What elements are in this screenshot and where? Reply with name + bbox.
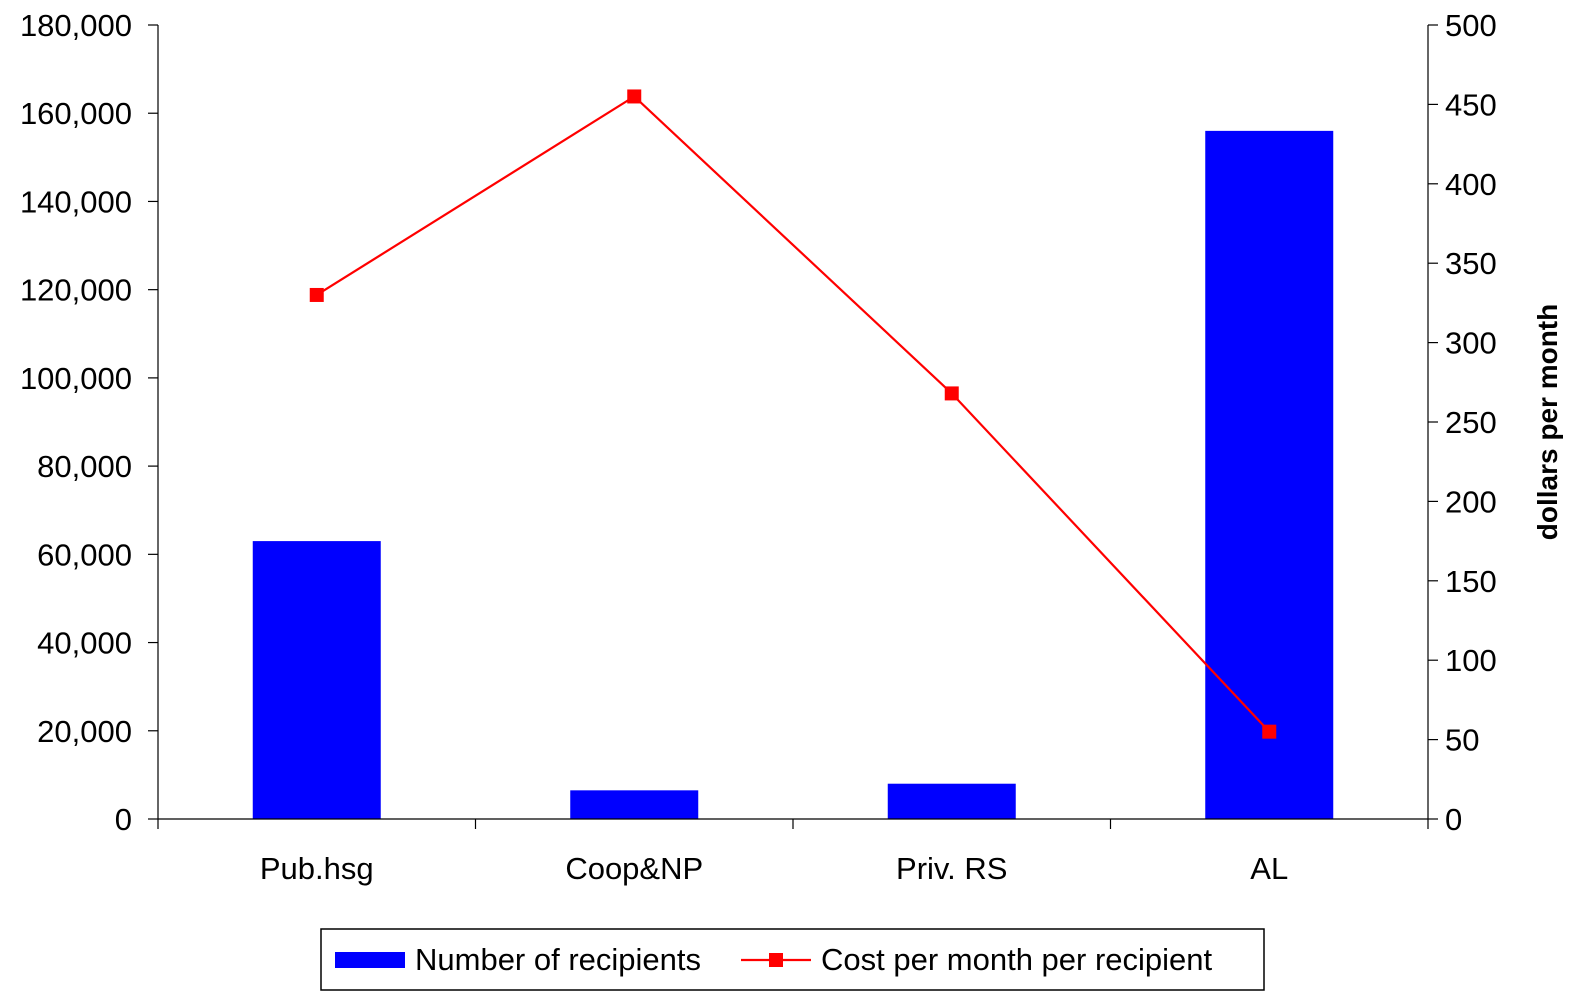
right-axis-tick-label: 50 xyxy=(1445,723,1479,758)
right-axis-tick-label: 450 xyxy=(1445,87,1497,122)
right-axis-tick-label: 0 xyxy=(1445,802,1462,837)
right-axis-tick-label: 150 xyxy=(1445,564,1497,599)
left-axis-tick-label: 100,000 xyxy=(20,361,132,396)
left-axis-tick-label: 40,000 xyxy=(37,626,132,661)
right-axis-tick-label: 350 xyxy=(1445,246,1497,281)
cost-marker xyxy=(944,386,959,401)
bar xyxy=(887,783,1016,819)
cost-marker xyxy=(627,89,642,104)
legend-bar-swatch xyxy=(335,952,405,968)
right-axis-tick-label: 200 xyxy=(1445,484,1497,519)
left-axis-tick-label: 120,000 xyxy=(20,273,132,308)
left-axis-tick-label: 140,000 xyxy=(20,184,132,219)
line-layer xyxy=(309,89,1277,739)
right-axis-tick-label: 400 xyxy=(1445,167,1497,202)
category-label: Pub.hsg xyxy=(260,851,374,886)
bars-layer xyxy=(252,130,1334,819)
left-axis-tick-label: 20,000 xyxy=(37,714,132,749)
cost-marker xyxy=(309,287,324,302)
legend-line-marker xyxy=(769,953,783,967)
bar xyxy=(570,790,699,819)
category-label: AL xyxy=(1250,851,1288,886)
right-axis-tick-label: 300 xyxy=(1445,326,1497,361)
category-label: Coop&NP xyxy=(565,851,703,886)
right-axis-title: dollars per month xyxy=(1532,304,1563,540)
bar xyxy=(252,541,381,819)
category-label: Priv. RS xyxy=(896,851,1007,886)
right-axis-tick-label: 100 xyxy=(1445,643,1497,678)
cost-marker xyxy=(1262,724,1277,739)
bar xyxy=(1205,130,1334,819)
legend-bar-label: Number of recipients xyxy=(415,942,701,977)
labels-layer: 180,000 160,000 140,000 120,000 100,000 80,00… xyxy=(20,8,1497,886)
right-axis-tick-label: 500 xyxy=(1445,8,1497,43)
legend-line-label: Cost per month per recipient xyxy=(821,942,1213,977)
left-axis-tick-label: 0 xyxy=(115,802,132,837)
cost-line xyxy=(316,95,1271,733)
left-axis-tick-label: 80,000 xyxy=(37,449,132,484)
left-axis-tick-label: 160,000 xyxy=(20,96,132,131)
axes-layer xyxy=(148,24,1438,829)
left-axis-tick-label: 60,000 xyxy=(37,537,132,572)
left-axis-tick-label: 180,000 xyxy=(20,8,132,43)
right-axis-tick-label: 250 xyxy=(1445,405,1497,440)
legend: Number of recipients Cost per month per … xyxy=(320,928,1265,991)
